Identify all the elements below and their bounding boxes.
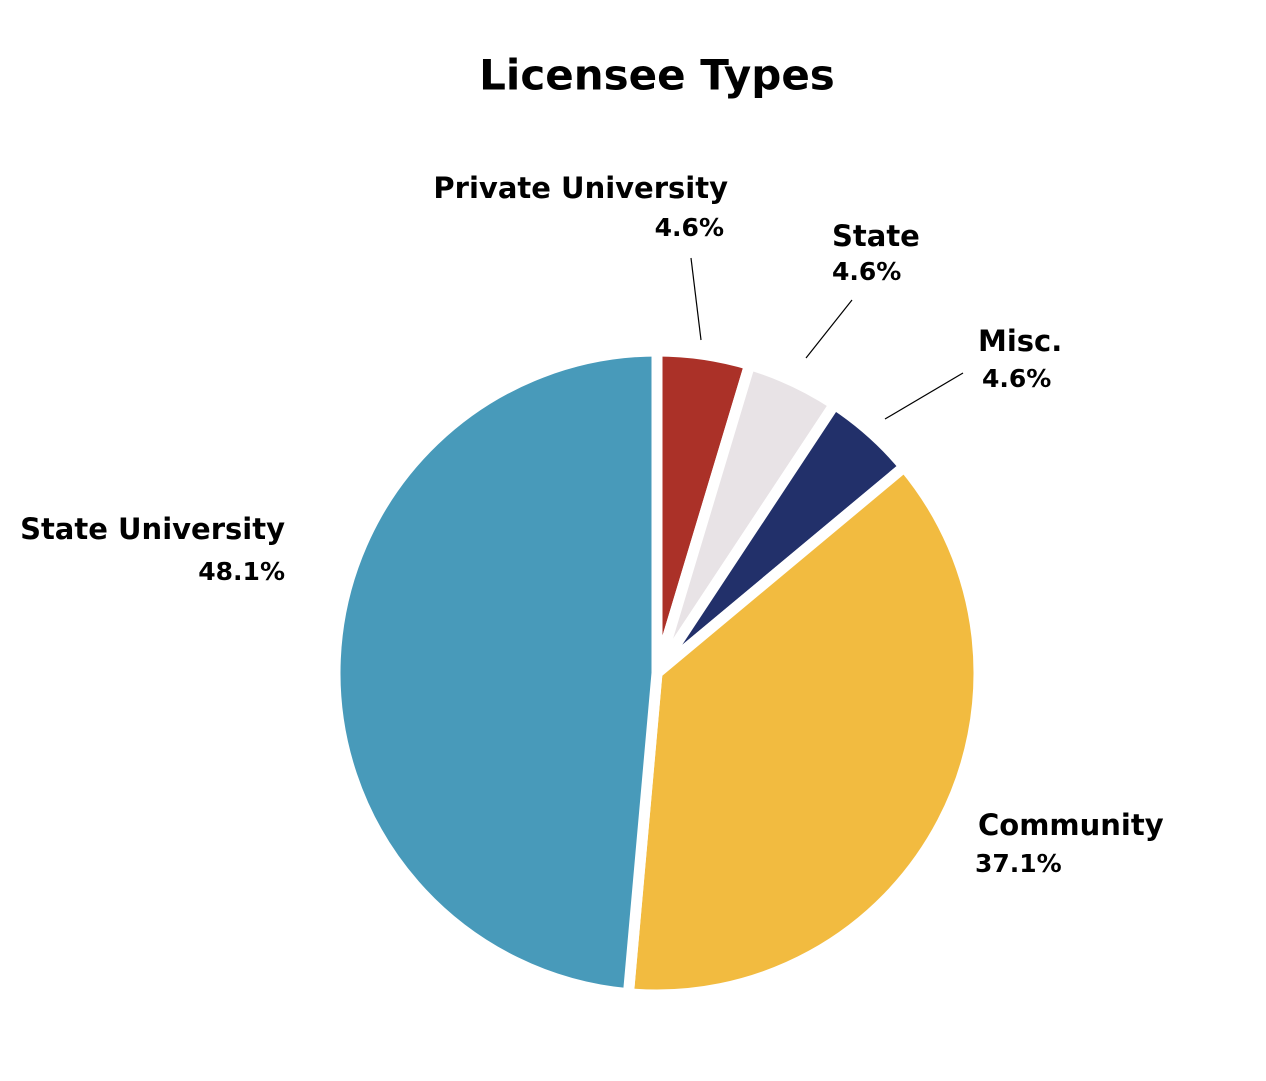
slice-label: Private University	[433, 171, 728, 205]
value-label: 48.1%	[198, 557, 285, 586]
value-label: 4.6%	[655, 213, 724, 242]
slice-label: State University	[20, 512, 285, 546]
slice-label: Community	[978, 808, 1164, 842]
leader-line	[884, 372, 964, 420]
pie-slice	[329, 345, 663, 1000]
value-label: 37.1%	[975, 849, 1062, 878]
value-label: 4.6%	[832, 257, 901, 286]
slice-label: State	[832, 219, 920, 253]
slice-label: Misc.	[978, 324, 1062, 358]
chart-title: Licensee Types	[479, 51, 835, 100]
leader-line	[690, 257, 702, 341]
leader-line	[805, 299, 853, 359]
pie-slice	[622, 459, 985, 1001]
value-label: 4.6%	[982, 364, 1051, 393]
